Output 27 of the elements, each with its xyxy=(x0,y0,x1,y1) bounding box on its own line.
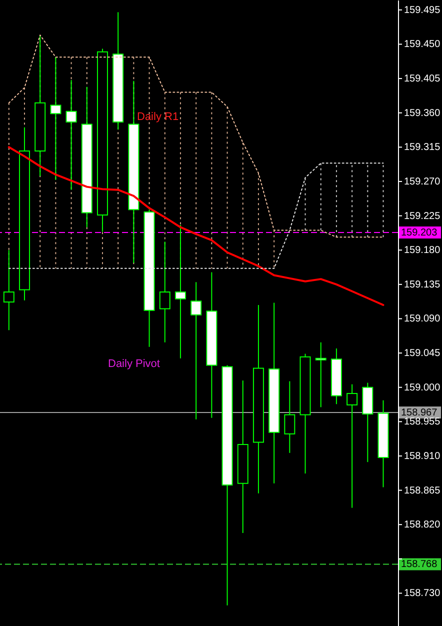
y-tick-label: 158.955 xyxy=(404,416,441,428)
y-tick-label: 159.045 xyxy=(404,348,441,360)
y-tick-label: 159.135 xyxy=(404,279,441,290)
candlestick xyxy=(190,282,202,420)
y-tick-label: 158.865 xyxy=(404,485,441,496)
y-tick-label: 158.820 xyxy=(404,520,441,531)
candlestick xyxy=(346,384,358,508)
y-tick-label: 159.495 xyxy=(404,4,441,16)
annotation: Daily Pivot xyxy=(108,358,160,370)
candlestick xyxy=(284,380,296,454)
y-tick-label: 159.000 xyxy=(404,382,441,394)
y-tick-label: 159.450 xyxy=(404,39,441,50)
y-tick-label: 159.270 xyxy=(404,176,441,188)
y-tick-label: 158.910 xyxy=(404,450,441,462)
y-tick-label: 159.360 xyxy=(404,108,441,119)
y-tick-label: 159.180 xyxy=(404,245,441,256)
y-tick-label: 159.405 xyxy=(404,74,441,85)
ref-line-label: 159.203 xyxy=(401,228,438,239)
y-tick-label: 159.090 xyxy=(404,314,441,325)
ref-line-label: 158.768 xyxy=(401,559,438,570)
annotation: Daily R1 xyxy=(137,111,179,123)
y-tick-label: 158.730 xyxy=(404,588,441,600)
y-tick-label: 159.225 xyxy=(404,210,441,222)
candlestick xyxy=(315,342,326,408)
y-tick-label: 159.315 xyxy=(404,142,441,154)
ref-line-label: 158.967 xyxy=(401,408,438,419)
line-series xyxy=(8,146,384,306)
